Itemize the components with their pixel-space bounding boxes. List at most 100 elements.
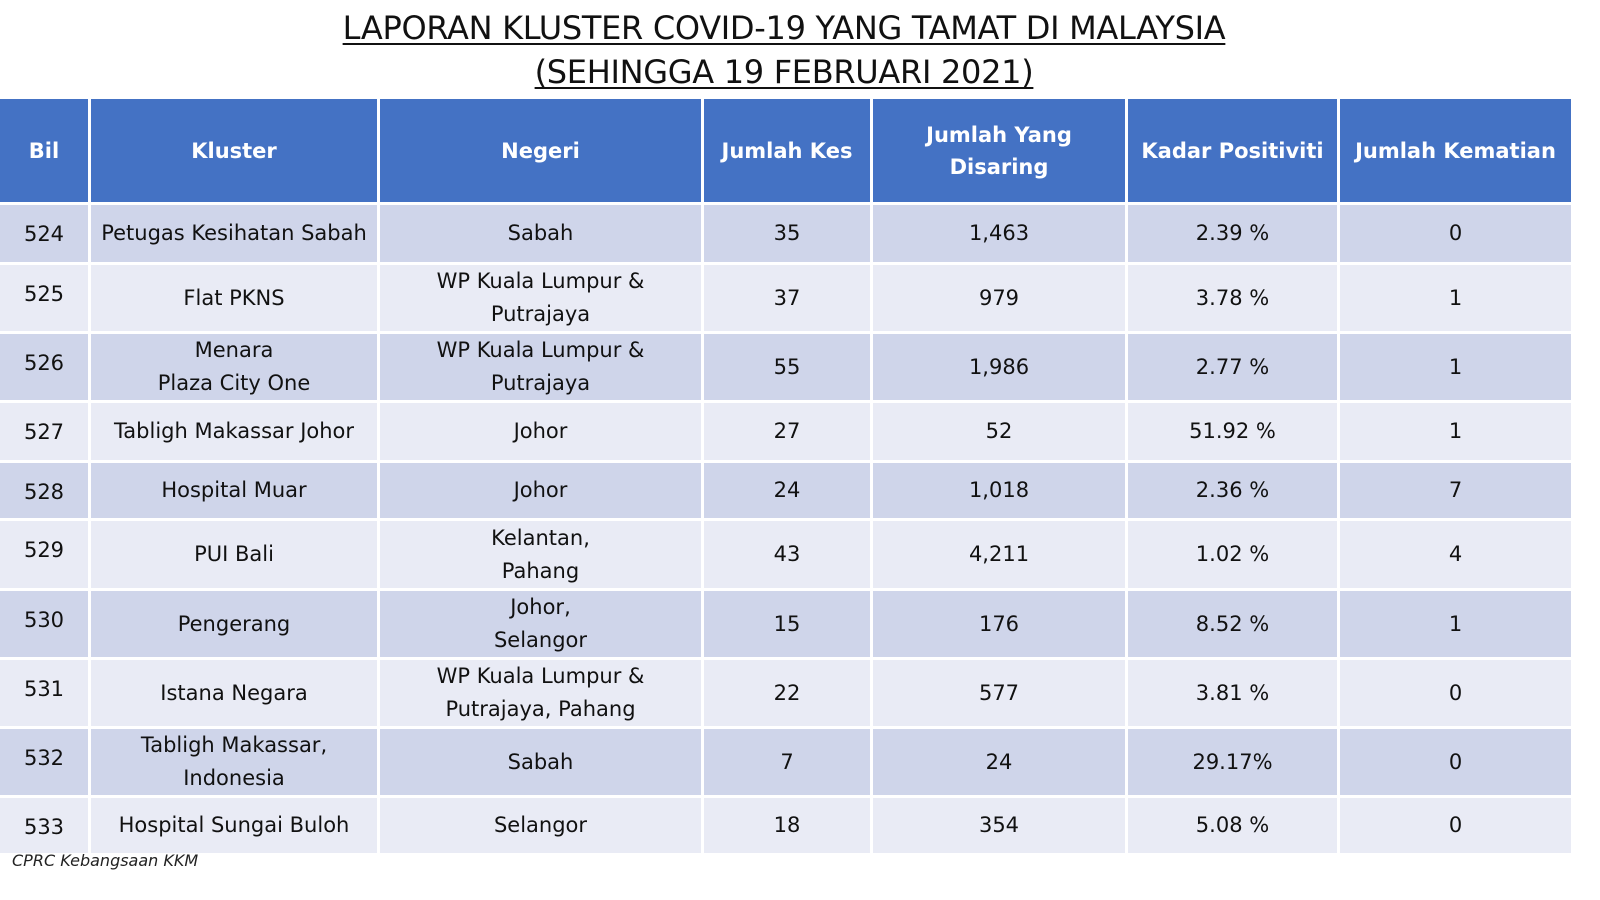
cell-kadar-positiviti: 2.39 % — [1128, 205, 1337, 262]
cell-negeri-line: Putrajaya — [490, 302, 591, 326]
cell-kluster-line: Tabligh Makassar Johor — [113, 419, 355, 443]
cell-bil: 529 — [0, 521, 88, 588]
table-row: 533 Hospital Sungai Buloh Selangor 18 354 5.0… — [0, 798, 1571, 853]
cell-negeri: WP Kuala Lumpur & Putrajaya — [380, 334, 701, 400]
cell-negeri-line: Sabah — [507, 221, 574, 245]
cell-kluster-line: Flat PKNS — [183, 285, 285, 310]
header-jumlah-kematian: Jumlah Kematian — [1340, 99, 1571, 202]
cell-negeri-line: Putrajaya, Pahang — [445, 697, 636, 721]
cell-kluster-line: Hospital Muar — [161, 478, 307, 502]
table-row: 529 PUI Bali Kelantan, Pahang 43 4,211 1.02 % 4 — [0, 521, 1571, 588]
cell-kluster-line: Istana Negara — [160, 680, 308, 705]
cell-kluster-line: Petugas Kesihatan Sabah — [101, 221, 367, 245]
cell-jumlah-kes: 22 — [704, 660, 870, 726]
cell-kluster: PUI Bali — [91, 521, 377, 588]
cell-kadar-positiviti: 29.17% — [1128, 729, 1337, 795]
table-row: 524 Petugas Kesihatan Sabah Sabah 35 1,463 2.… — [0, 205, 1571, 262]
cell-jumlah-kematian: 1 — [1340, 591, 1571, 657]
cell-negeri: WP Kuala Lumpur & Putrajaya — [380, 265, 701, 331]
cell-jumlah-disaring: 24 — [873, 729, 1125, 795]
cell-bil: 524 — [0, 205, 88, 262]
cell-kadar-positiviti: 8.52 % — [1128, 591, 1337, 657]
table-row: 525 Flat PKNS WP Kuala Lumpur & Putrajaya 37… — [0, 265, 1571, 331]
cell-negeri: Sabah — [380, 729, 701, 795]
table-row: 532 Tabligh Makassar, Indonesia Sabah 7 24 29.… — [0, 729, 1571, 795]
cell-bil: 531 — [0, 660, 88, 726]
cell-kadar-positiviti: 2.36 % — [1128, 463, 1337, 518]
cell-negeri: Johor, Selangor — [380, 591, 701, 657]
cell-negeri-line: Putrajaya — [490, 371, 591, 395]
cell-kadar-positiviti: 3.81 % — [1128, 660, 1337, 726]
cell-kluster-line: Plaza City One — [157, 371, 311, 395]
cell-kluster-line: Hospital Sungai Buloh — [118, 813, 350, 837]
cell-kluster-line: PUI Bali — [194, 542, 274, 566]
title-line-2: (SEHINGGA 19 FEBRUARI 2021) — [534, 53, 1034, 91]
cell-jumlah-disaring: 4,211 — [873, 521, 1125, 588]
cell-negeri-line: Johor — [513, 419, 568, 443]
report-title: LAPORAN KLUSTER COVID-19 YANG TAMAT DI M… — [0, 6, 1568, 94]
cell-jumlah-kematian: 0 — [1340, 205, 1571, 262]
cell-kadar-positiviti: 5.08 % — [1128, 798, 1337, 853]
cell-negeri: WP Kuala Lumpur & Putrajaya, Pahang — [380, 660, 701, 726]
header-bil: Bil — [0, 99, 88, 202]
table-body: 524 Petugas Kesihatan Sabah Sabah 35 1,463 2.… — [0, 205, 1571, 853]
header-jumlah-disaring-line-1: Jumlah Yang — [926, 122, 1072, 147]
cell-jumlah-kes: 55 — [704, 334, 870, 400]
header-kluster: Kluster — [91, 99, 377, 202]
cell-negeri-line: Selangor — [493, 628, 588, 652]
cell-jumlah-kes: 15 — [704, 591, 870, 657]
cell-bil: 525 — [0, 265, 88, 331]
header-kadar-positiviti: Kadar Positiviti — [1128, 99, 1337, 202]
cell-jumlah-kes: 43 — [704, 521, 870, 588]
cell-negeri-line: Johor, — [510, 595, 571, 619]
cell-negeri-line: Selangor — [493, 813, 588, 837]
cell-jumlah-kematian: 1 — [1340, 403, 1571, 460]
header-negeri: Negeri — [380, 99, 701, 202]
cell-bil: 532 — [0, 729, 88, 795]
cell-negeri-line: WP Kuala Lumpur & — [436, 338, 645, 362]
cell-kluster-line: Menara — [194, 338, 274, 362]
cell-jumlah-disaring: 1,986 — [873, 334, 1125, 400]
cell-jumlah-kematian: 7 — [1340, 463, 1571, 518]
title-line-1: LAPORAN KLUSTER COVID-19 YANG TAMAT DI M… — [342, 9, 1226, 47]
cell-negeri: Johor — [380, 403, 701, 460]
cell-jumlah-disaring: 176 — [873, 591, 1125, 657]
cell-kluster-line: Pengerang — [177, 611, 291, 636]
cell-jumlah-kes: 24 — [704, 463, 870, 518]
cell-kluster: Menara Plaza City One — [91, 334, 377, 400]
table-row: 530 Pengerang Johor, Selangor 15 176 8.52 % 1 — [0, 591, 1571, 657]
table-row: 527 Tabligh Makassar Johor Johor 27 52 51.92 … — [0, 403, 1571, 460]
cell-kluster: Hospital Sungai Buloh — [91, 798, 377, 853]
cell-bil: 526 — [0, 334, 88, 400]
cell-kadar-positiviti: 2.77 % — [1128, 334, 1337, 400]
header-jumlah-disaring: Jumlah Yang Disaring — [873, 99, 1125, 202]
cell-kluster: Istana Negara — [91, 660, 377, 726]
cell-kluster: Hospital Muar — [91, 463, 377, 518]
table-row: 526 Menara Plaza City One WP Kuala Lumpur &… — [0, 334, 1571, 400]
cell-negeri: Johor — [380, 463, 701, 518]
header-jumlah-disaring-line-2: Disaring — [949, 154, 1049, 179]
cell-bil: 527 — [0, 403, 88, 460]
cell-kluster-line: Tabligh Makassar, — [140, 733, 328, 757]
cell-negeri-line: Johor — [513, 478, 568, 502]
cell-kadar-positiviti: 51.92 % — [1128, 403, 1337, 460]
cell-jumlah-kes: 35 — [704, 205, 870, 262]
cell-jumlah-kes: 27 — [704, 403, 870, 460]
cell-kluster: Tabligh Makassar Johor — [91, 403, 377, 460]
cell-jumlah-disaring: 1,463 — [873, 205, 1125, 262]
table-row: 528 Hospital Muar Johor 24 1,018 2.36 % 7 — [0, 463, 1571, 518]
cell-jumlah-kematian: 0 — [1340, 660, 1571, 726]
cell-kluster: Tabligh Makassar, Indonesia — [91, 729, 377, 795]
cell-kluster-line: Indonesia — [183, 766, 285, 790]
cell-jumlah-disaring: 354 — [873, 798, 1125, 853]
cell-kadar-positiviti: 3.78 % — [1128, 265, 1337, 331]
cell-jumlah-kes: 37 — [704, 265, 870, 331]
source-note: CPRC Kebangsaan KKM — [12, 851, 199, 870]
cell-jumlah-disaring: 577 — [873, 660, 1125, 726]
cell-kluster: Pengerang — [91, 591, 377, 657]
cell-bil: 533 — [0, 798, 88, 853]
cell-negeri: Selangor — [380, 798, 701, 853]
cell-negeri-line: WP Kuala Lumpur & — [436, 664, 645, 688]
cell-jumlah-disaring: 1,018 — [873, 463, 1125, 518]
table-row: 531 Istana Negara WP Kuala Lumpur & Putraja… — [0, 660, 1571, 726]
